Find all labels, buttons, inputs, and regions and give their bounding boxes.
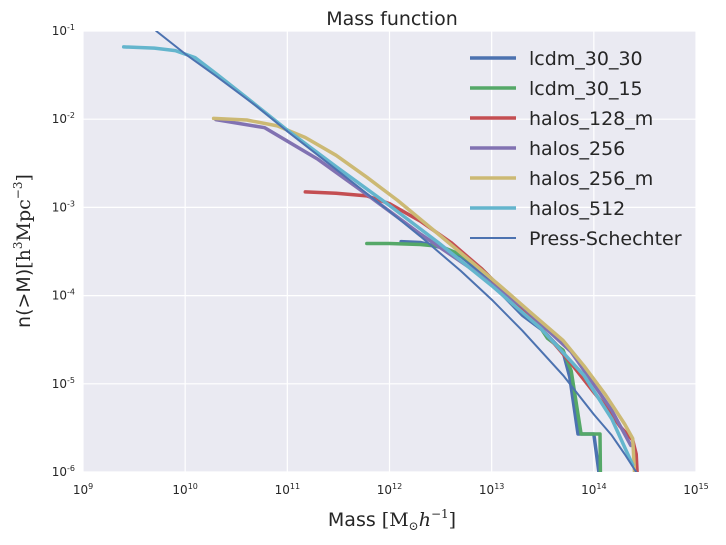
y-tick-label: 10-6	[52, 464, 75, 479]
x-tick-label: 1011	[275, 482, 300, 497]
legend-item: halos_512	[470, 198, 625, 220]
chart-title: Mass function	[326, 8, 458, 30]
x-tick-labels: 109 1010 1011 1012 1013 1014 1015	[73, 482, 709, 497]
y-axis-title: n(>M)[h3Mpc−3]	[11, 174, 35, 328]
y-tick-label: 10-5	[52, 376, 75, 391]
x-axis-title: Mass [M⊙h−1]	[328, 507, 456, 533]
x-tick-label: 1015	[683, 482, 708, 497]
legend-label: lcdm_30_15	[529, 78, 643, 100]
legend-item: lcdm_30_15	[470, 78, 643, 100]
y-tick-label: 10-2	[52, 111, 75, 126]
x-tick-label: 1012	[377, 482, 402, 497]
legend-label: halos_128_m	[529, 108, 653, 130]
legend-item: halos_256	[470, 138, 625, 160]
x-tick-label: 1013	[479, 482, 504, 497]
legend-item: lcdm_30_30	[470, 48, 643, 70]
legend-label: halos_256_m	[529, 168, 653, 190]
x-tick-label: 1014	[581, 482, 606, 497]
series-line-halos-256	[214, 117, 633, 448]
legend: lcdm_30_30 lcdm_30_15 halos_128_m halos_256…	[470, 48, 682, 250]
series-line-halos-256-m	[211, 116, 637, 472]
legend-label: lcdm_30_30	[529, 48, 643, 70]
series-line-press-schechter	[155, 31, 638, 472]
legend-label: Press-Schechter	[529, 228, 682, 250]
series-line-halos-512	[121, 45, 635, 467]
y-tick-label: 10-4	[52, 288, 75, 303]
x-tick-label: 1010	[172, 482, 197, 497]
legend-label: halos_256	[529, 138, 625, 160]
y-tick-label: 10-1	[52, 23, 75, 38]
legend-label: halos_512	[529, 198, 625, 220]
x-tick-label: 109	[73, 482, 93, 497]
y-tick-labels: 10-6 10-5 10-4 10-3 10-2 10-1	[52, 23, 75, 479]
legend-item: Press-Schechter	[470, 228, 682, 250]
y-tick-label: 10-3	[52, 199, 75, 214]
series-layer	[121, 31, 639, 472]
legend-item: halos_256_m	[470, 168, 653, 190]
legend-item: halos_128_m	[470, 108, 653, 130]
